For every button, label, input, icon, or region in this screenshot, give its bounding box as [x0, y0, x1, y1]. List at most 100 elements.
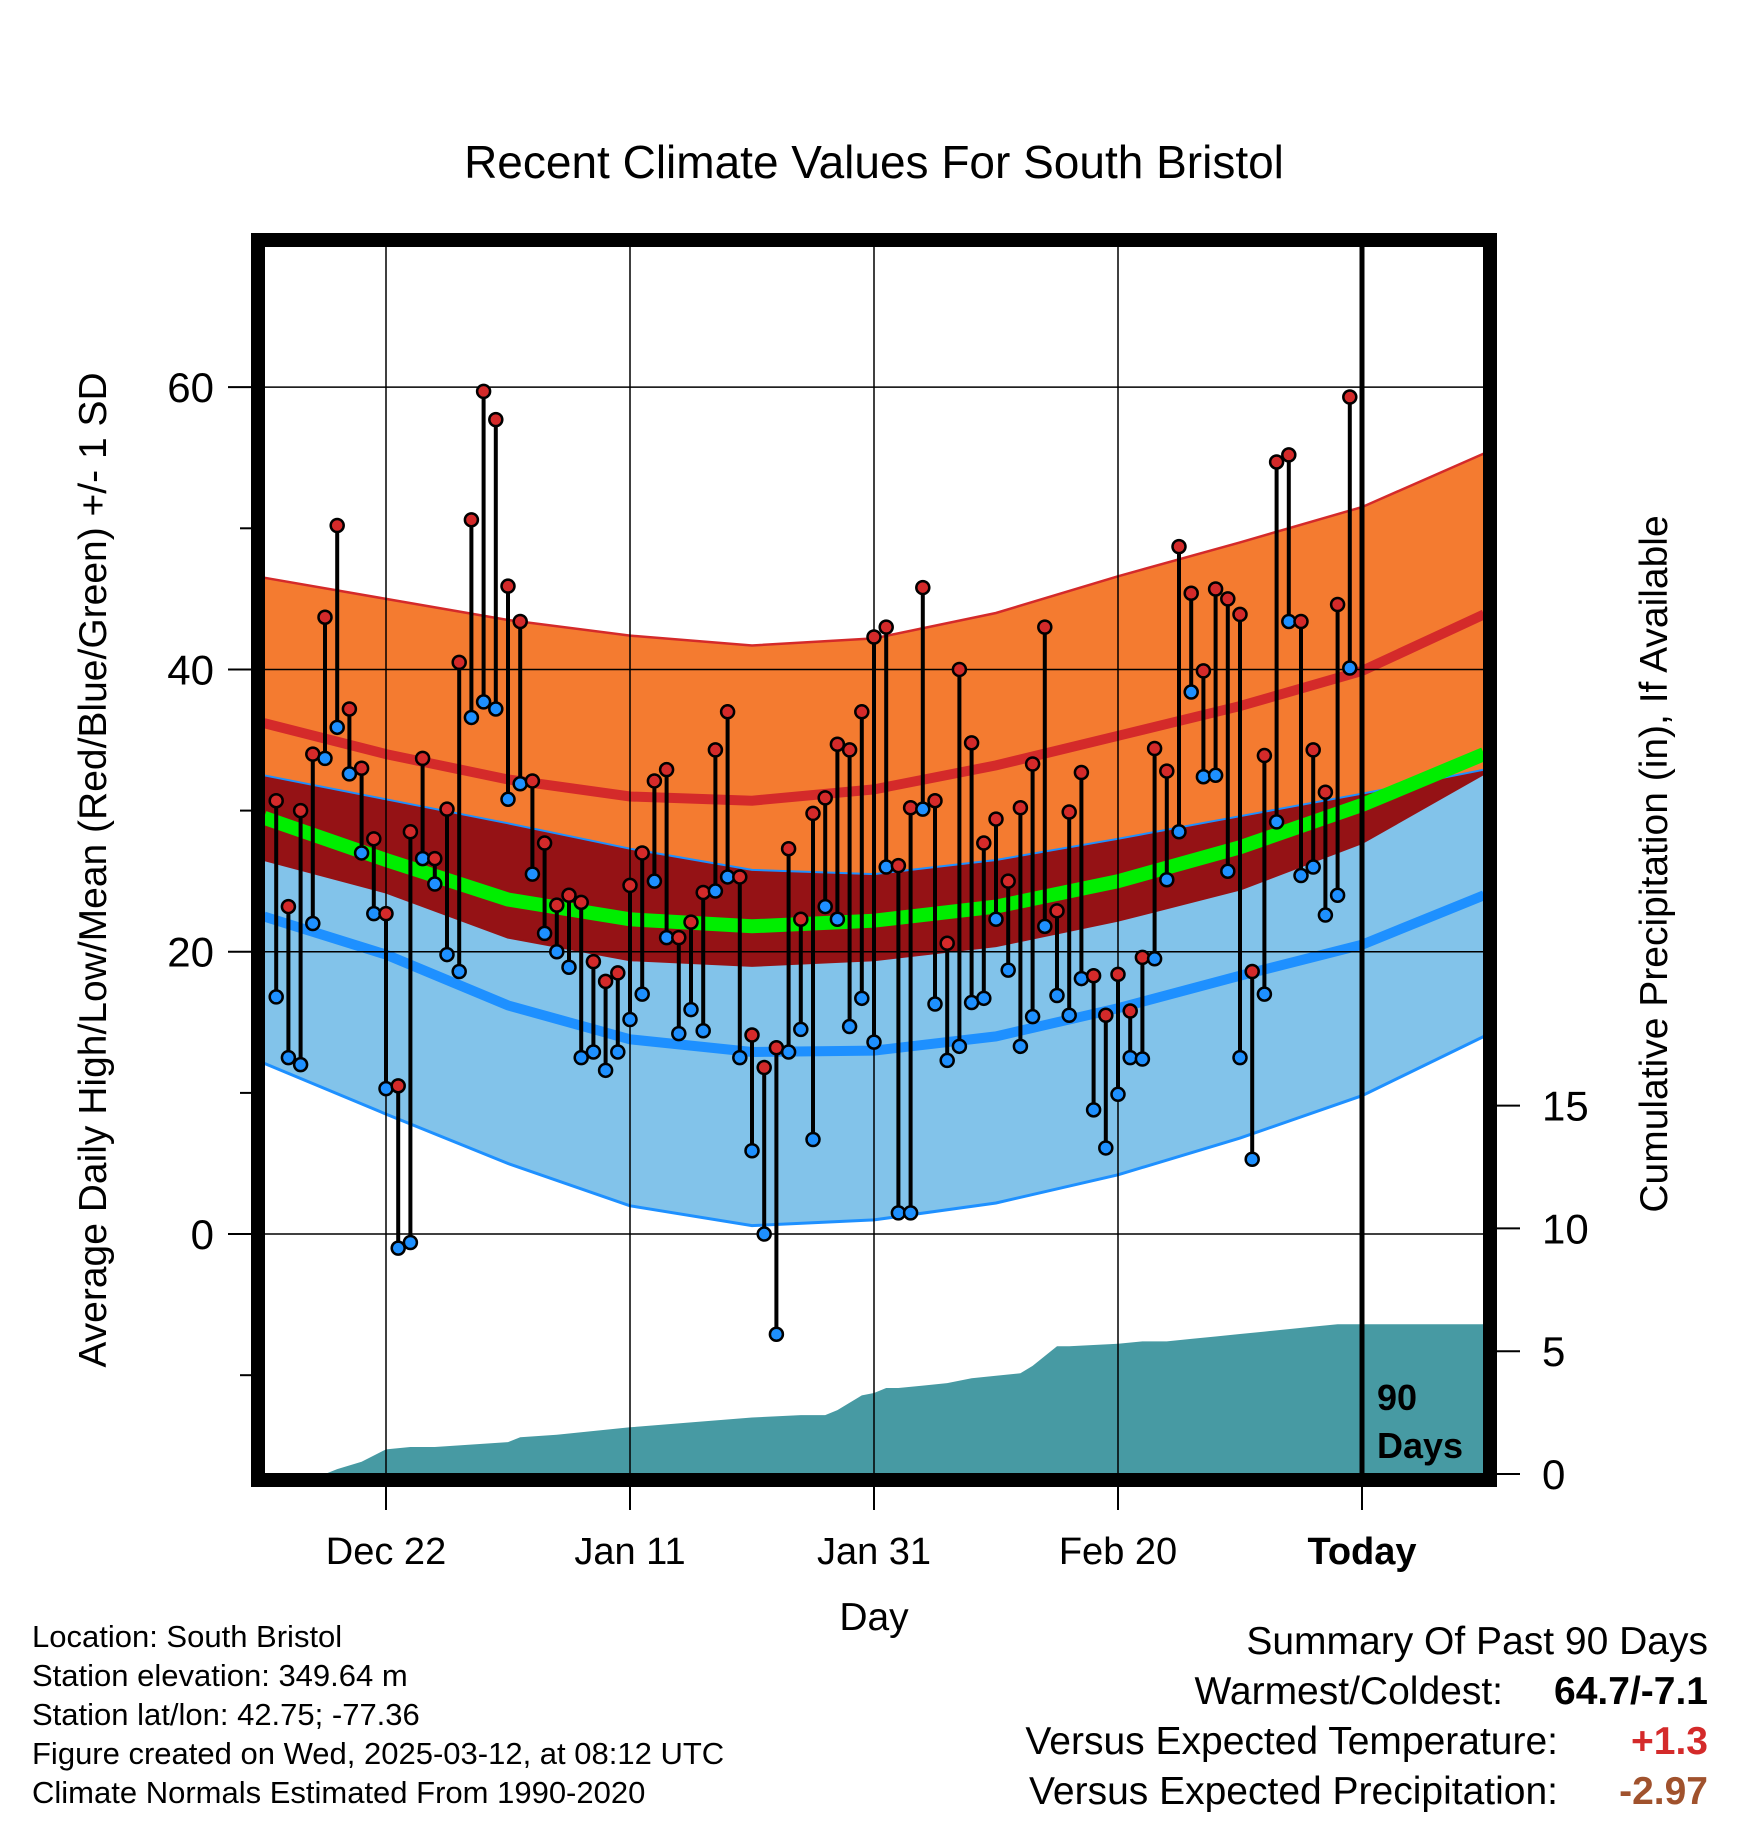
observed-high-point — [1342, 389, 1358, 405]
observed-high-point — [1207, 581, 1224, 597]
summary-precip-label: Versus Expected Precipitation: — [1029, 1770, 1558, 1813]
observed-low-point — [1256, 986, 1273, 1002]
observed-low-point — [1305, 859, 1321, 875]
observed-high-point — [622, 877, 638, 894]
observed-low-point — [1024, 1008, 1041, 1025]
observed-high-point — [439, 801, 455, 817]
observed-low-point — [268, 989, 284, 1005]
observed-low-point — [549, 943, 565, 960]
observed-high-point — [1159, 763, 1175, 779]
observed-low-point — [353, 845, 370, 861]
observed-high-point — [378, 905, 394, 922]
summary-panel: Summary Of Past 90 Days Warmest/Coldest:… — [1025, 1617, 1708, 1817]
observed-high-point — [732, 869, 748, 885]
observed-high-point — [1061, 804, 1077, 820]
observed-high-point — [963, 735, 980, 751]
observed-low-point — [378, 1080, 394, 1097]
observed-low-point — [829, 911, 846, 928]
summary-temp-label: Versus Expected Temperature: — [1025, 1720, 1558, 1763]
observed-high-point — [1024, 756, 1041, 772]
observed-high-point — [451, 654, 467, 671]
observed-high-point — [756, 1059, 772, 1076]
observed-low-point — [915, 801, 931, 817]
observed-low-point — [1146, 951, 1163, 967]
observed-high-point — [353, 760, 370, 777]
observed-high-point — [536, 835, 553, 851]
observed-high-point — [561, 887, 577, 904]
y2-tick-label: 10 — [1542, 1205, 1589, 1252]
observed-low-point — [610, 1044, 626, 1060]
y-tick-label: 20 — [167, 929, 214, 976]
observed-low-point — [1232, 1049, 1248, 1066]
observed-low-point — [1000, 962, 1016, 978]
observed-low-point — [475, 694, 492, 710]
observed-high-point — [390, 1078, 406, 1094]
summary-warmest-value: 64.7/-7.1 — [1554, 1670, 1708, 1713]
observed-low-point — [573, 1049, 589, 1066]
observed-low-point — [902, 1205, 919, 1221]
observed-high-point — [1183, 585, 1199, 601]
observed-high-point — [427, 850, 443, 867]
observed-high-point — [854, 704, 870, 720]
observed-high-point — [585, 953, 602, 970]
observed-high-point — [610, 965, 626, 981]
observed-low-point — [512, 776, 528, 792]
observed-high-point — [1085, 967, 1102, 984]
observed-low-point — [707, 883, 724, 899]
observed-low-point — [1049, 987, 1065, 1004]
observed-high-point — [549, 897, 565, 913]
observed-low-point — [780, 1044, 797, 1060]
observed-low-point — [488, 701, 504, 717]
observed-high-point — [890, 857, 907, 874]
axes: 0 20 40 60 0 5 10 15 Dec 22 Jan 11 Jan 31 Feb 20 Tod… — [167, 364, 1588, 1573]
observed-low-point — [805, 1131, 821, 1148]
observed-high-point — [1329, 596, 1346, 613]
observed-high-point — [951, 661, 968, 678]
observed-low-point — [622, 1011, 638, 1028]
y-axis-label: Average Daily High/Low/Mean (Red/Blue/Gr… — [72, 372, 115, 1367]
observed-low-point — [524, 866, 541, 882]
observed-high-point — [780, 840, 797, 857]
observed-high-point — [1000, 873, 1016, 889]
y2-tick-label: 5 — [1542, 1328, 1565, 1375]
observed-high-point — [634, 845, 650, 861]
station-info: Location: South Bristol Station elevatio… — [32, 1617, 724, 1812]
observed-high-point — [414, 750, 431, 767]
observed-low-point — [597, 1062, 614, 1079]
observed-low-point — [1085, 1102, 1102, 1118]
observed-high-point — [1195, 663, 1212, 679]
observed-low-point — [1012, 1038, 1029, 1055]
observed-high-point — [1256, 747, 1273, 764]
y-tick-label: 0 — [191, 1211, 214, 1258]
observed-low-point — [1134, 1051, 1151, 1067]
observed-high-point — [488, 411, 504, 428]
observed-low-point — [671, 1025, 687, 1042]
summary-heading: Summary Of Past 90 Days — [1246, 1620, 1708, 1663]
observed-high-point — [1134, 949, 1151, 966]
observed-high-point — [512, 613, 528, 630]
observed-high-point — [597, 973, 614, 990]
observed-values — [268, 383, 1358, 1343]
observed-high-point — [646, 773, 663, 789]
observed-low-point — [744, 1143, 760, 1159]
chart-title: Recent Climate Values For South Bristol — [464, 136, 1284, 188]
observed-low-point — [939, 1052, 955, 1069]
observed-high-point — [268, 792, 284, 809]
observed-low-point — [634, 986, 650, 1002]
observed-high-point — [1281, 447, 1297, 463]
y-tick-label: 40 — [167, 646, 214, 693]
observed-high-point — [683, 914, 699, 930]
summary-temp-value: +1.3 — [1631, 1720, 1708, 1763]
observed-high-point — [1232, 606, 1248, 623]
info-normals: Climate Normals Estimated From 1990-2020 — [32, 1775, 646, 1810]
observed-high-point — [902, 800, 919, 816]
observed-low-point — [427, 876, 443, 892]
observed-low-point — [329, 719, 345, 736]
observed-low-point — [1110, 1086, 1126, 1103]
observed-low-point — [817, 898, 833, 915]
info-latlon: Station lat/lon: 42.75; -77.36 — [32, 1697, 420, 1732]
observed-high-point — [1110, 966, 1126, 983]
observed-low-point — [390, 1240, 406, 1256]
observed-low-point — [1207, 767, 1224, 784]
observed-high-point — [463, 512, 480, 528]
